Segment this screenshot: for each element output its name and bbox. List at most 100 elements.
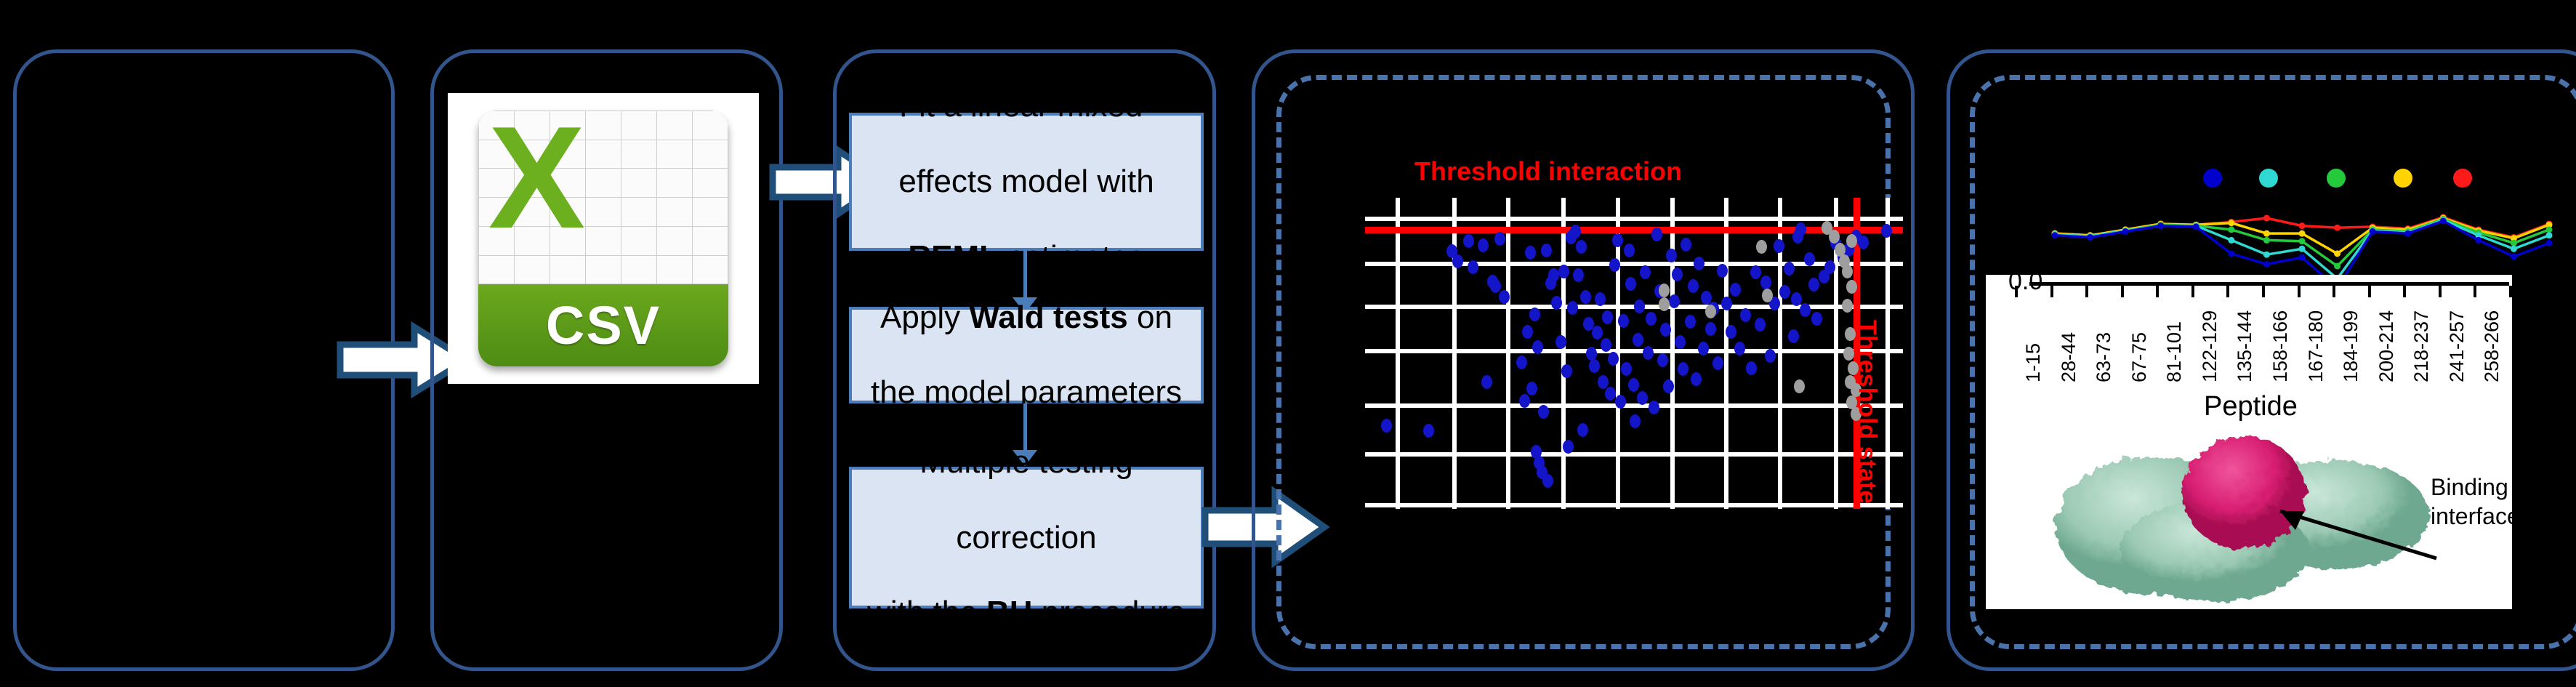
mt-line-1: Multiple testing (919, 443, 1133, 480)
peptide-panel-inner-dashed (1970, 75, 2576, 649)
x-axis-tick-label: 122-129 (2198, 310, 2221, 382)
x-axis-tick (2509, 286, 2512, 297)
x-axis-tick-label: 81-101 (2163, 321, 2186, 382)
x-axis-tick-label: 200-214 (2375, 310, 2397, 382)
x-axis-tick (2262, 286, 2265, 297)
connector-2-arrowhead (1013, 450, 1037, 466)
x-axis-line (2029, 282, 2509, 286)
series-marker (2545, 221, 2553, 228)
legend-dot-series-1 (2203, 169, 2222, 188)
mt-line-3: with the BH procedure (867, 595, 1186, 631)
connector-1 (1023, 251, 1027, 303)
series-marker (2475, 232, 2482, 239)
x-axis-tick (2297, 286, 2301, 297)
series-marker (2545, 226, 2553, 233)
csv-panel (430, 49, 783, 671)
x-axis-tick (2085, 286, 2089, 297)
series-marker (2545, 239, 2553, 246)
excel-x-icon: X (488, 111, 586, 259)
binding-interface-line-1: Binding (2431, 474, 2508, 500)
csv-band: CSV (478, 284, 728, 366)
legend-dot-series-4 (2394, 169, 2412, 188)
threshold-state-label: Threshold state (1853, 320, 1881, 505)
series-marker (2263, 260, 2270, 268)
csv-grid-icon (478, 111, 728, 285)
series-marker (2228, 236, 2235, 244)
series-marker (2510, 253, 2517, 260)
wald-tests-box: Apply Wald tests on the model parameters (849, 300, 1204, 410)
x-axis-tick (2120, 286, 2124, 297)
x-axis-label: Peptide (2204, 391, 2298, 422)
fit-model-box: Fit a linear mixed- effects model with R… (849, 88, 1204, 275)
series-marker (2298, 238, 2306, 245)
legend-dot-series-3 (2327, 169, 2346, 188)
x-axis-tick (2050, 286, 2053, 297)
x-axis-tick (2191, 286, 2194, 297)
y-axis-tick-label: 0.0 (2008, 268, 2043, 295)
csv-label: CSV (545, 295, 661, 356)
multiple-testing-box: Multiple testing correction with the BH … (849, 444, 1204, 630)
x-axis-tick (2333, 286, 2336, 297)
series-marker (2228, 250, 2235, 257)
series-marker (2510, 235, 2517, 242)
series-marker (2298, 230, 2306, 237)
connector-2 (1023, 403, 1027, 456)
series-marker (2263, 236, 2270, 244)
series-marker (2439, 217, 2447, 225)
model-panel (833, 49, 1216, 671)
series-marker (2192, 223, 2199, 230)
x-axis-tick-label: 184-199 (2340, 310, 2362, 382)
series-marker (2298, 222, 2306, 230)
series-marker (2263, 251, 2270, 258)
threshold-interaction-line (1365, 227, 1903, 233)
x-axis-tick (2156, 286, 2160, 297)
fit-model-line-1: Fit a linear mixed- (899, 88, 1154, 124)
mt-line-2: correction (956, 519, 1097, 555)
series-marker (2298, 254, 2306, 261)
x-axis-tick (2015, 286, 2018, 297)
threshold-interaction-label: Threshold interaction (1414, 156, 1683, 186)
binding-interface-label: Binding interface (2431, 473, 2512, 531)
csv-image-frame: X CSV (448, 93, 759, 384)
peptide-white-panel: 1-15 28-44 63-73 67-75 81-101 122-129 135-144 1… (1986, 275, 2512, 609)
x-axis-tick-label: 135-144 (2234, 310, 2256, 382)
x-axis-tick (2226, 286, 2230, 297)
series-marker (2510, 245, 2517, 252)
legend-dot-series-5 (2453, 169, 2472, 188)
series-marker (2334, 250, 2341, 257)
series-marker (2510, 239, 2517, 246)
series-marker (2404, 230, 2412, 237)
x-axis-tick-label: 167-180 (2304, 310, 2327, 382)
x-axis-tick-label: 63-73 (2093, 332, 2115, 382)
x-axis-tick-label: 67-75 (2128, 332, 2150, 382)
x-axis-tick (2438, 286, 2442, 297)
x-axis-tick (2474, 286, 2477, 297)
scatter-panel (1252, 49, 1915, 671)
fit-model-line-2: effects model with (898, 164, 1154, 200)
series-marker (2334, 262, 2341, 270)
series-marker (2228, 220, 2235, 227)
series-marker (2475, 236, 2482, 244)
wald-line-1: Apply Wald tests on (880, 299, 1172, 335)
x-axis-tick-label: 218-237 (2410, 310, 2433, 382)
scatter-plot-area (1365, 198, 1903, 509)
series-marker (2263, 214, 2270, 222)
x-axis-tick-label: 1-15 (2022, 342, 2044, 382)
peptide-panel (1947, 49, 2576, 671)
x-axis-tick-label: 258-266 (2481, 310, 2503, 382)
series-marker (2334, 224, 2341, 231)
peptide-line-chart (2051, 214, 2553, 292)
x-axis-tick (2403, 286, 2407, 297)
threshold-state-line (1853, 198, 1860, 509)
fit-model-line-3: REML estimates (908, 238, 1145, 275)
series-marker (2298, 245, 2306, 252)
binding-interface-line-2: interface (2431, 503, 2512, 529)
series-marker (2228, 226, 2235, 233)
series-marker (2263, 230, 2270, 237)
csv-file-icon: X CSV (478, 111, 728, 366)
legend-dot-series-2 (2259, 169, 2278, 188)
x-axis-tick-label: 241-257 (2445, 310, 2468, 382)
series-marker (2369, 228, 2376, 236)
x-axis-tick (2367, 286, 2371, 297)
